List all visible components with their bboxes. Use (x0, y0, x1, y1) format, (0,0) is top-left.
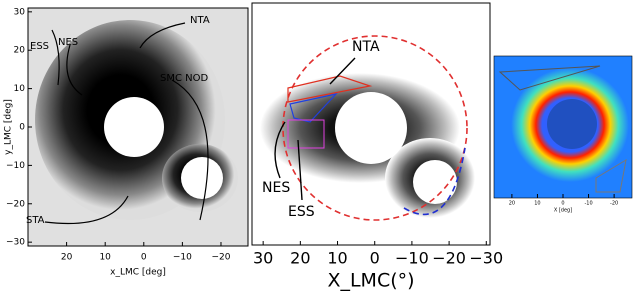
annotation: NTA (352, 39, 380, 55)
y-tick-label: 30 (14, 7, 26, 17)
mask (335, 92, 407, 164)
circle (282, 35, 468, 221)
x-tick-label: -10 (584, 201, 592, 207)
x-tick-label: 0 (561, 201, 564, 207)
x-tick-label: −10 (173, 253, 192, 263)
y-tick-label: −20 (6, 199, 25, 209)
x-axis-label: X_LMC(°) (327, 270, 414, 292)
x-tick-label: 20 (290, 249, 310, 268)
annotation: SMC NOD (160, 73, 208, 84)
annotation: NES (262, 180, 290, 196)
x-tick-label: −30 (469, 249, 503, 268)
region (287, 75, 373, 103)
y-tick-label: 10 (14, 84, 26, 94)
x-tick-label: −20 (211, 253, 230, 263)
arc (403, 147, 466, 216)
x-axis-label: x_LMC [deg] (110, 268, 166, 278)
x-tick-label: -20 (610, 201, 618, 207)
x-tick-label: 10 (534, 201, 540, 207)
arrows (274, 57, 356, 201)
mask (104, 97, 164, 157)
annotation: ESS (30, 41, 49, 52)
y-tick-label: −30 (6, 238, 25, 248)
mask (181, 157, 223, 199)
y-tick-label: 0 (19, 123, 25, 133)
annotation: NTA (190, 15, 210, 26)
region (498, 65, 601, 91)
x-tick-label: −10 (395, 249, 429, 268)
region (595, 158, 627, 193)
y-axis-label: y_LMC [deg] (4, 99, 14, 155)
x-tick-label: −20 (432, 249, 466, 268)
y-tick-label: −10 (6, 161, 25, 171)
x-tick-label: 10 (327, 249, 347, 268)
mask (413, 160, 457, 204)
y-tick-label: 20 (14, 46, 26, 56)
x-tick-label: 20 (61, 253, 73, 263)
x-tick-label: 30 (253, 249, 273, 268)
x-tick-label: 0 (370, 249, 380, 268)
x-tick-label: 10 (99, 253, 111, 263)
annotation: NES (58, 37, 78, 48)
annotation: STA (26, 215, 45, 226)
x-tick-label: 0 (141, 253, 147, 263)
annotation: ESS (288, 204, 315, 220)
region (287, 119, 325, 149)
x-tick-label: 20 (509, 201, 515, 207)
region (289, 93, 338, 123)
arrows (44, 22, 209, 225)
x-axis-label: X [deg] (554, 208, 572, 214)
mask (547, 99, 597, 149)
